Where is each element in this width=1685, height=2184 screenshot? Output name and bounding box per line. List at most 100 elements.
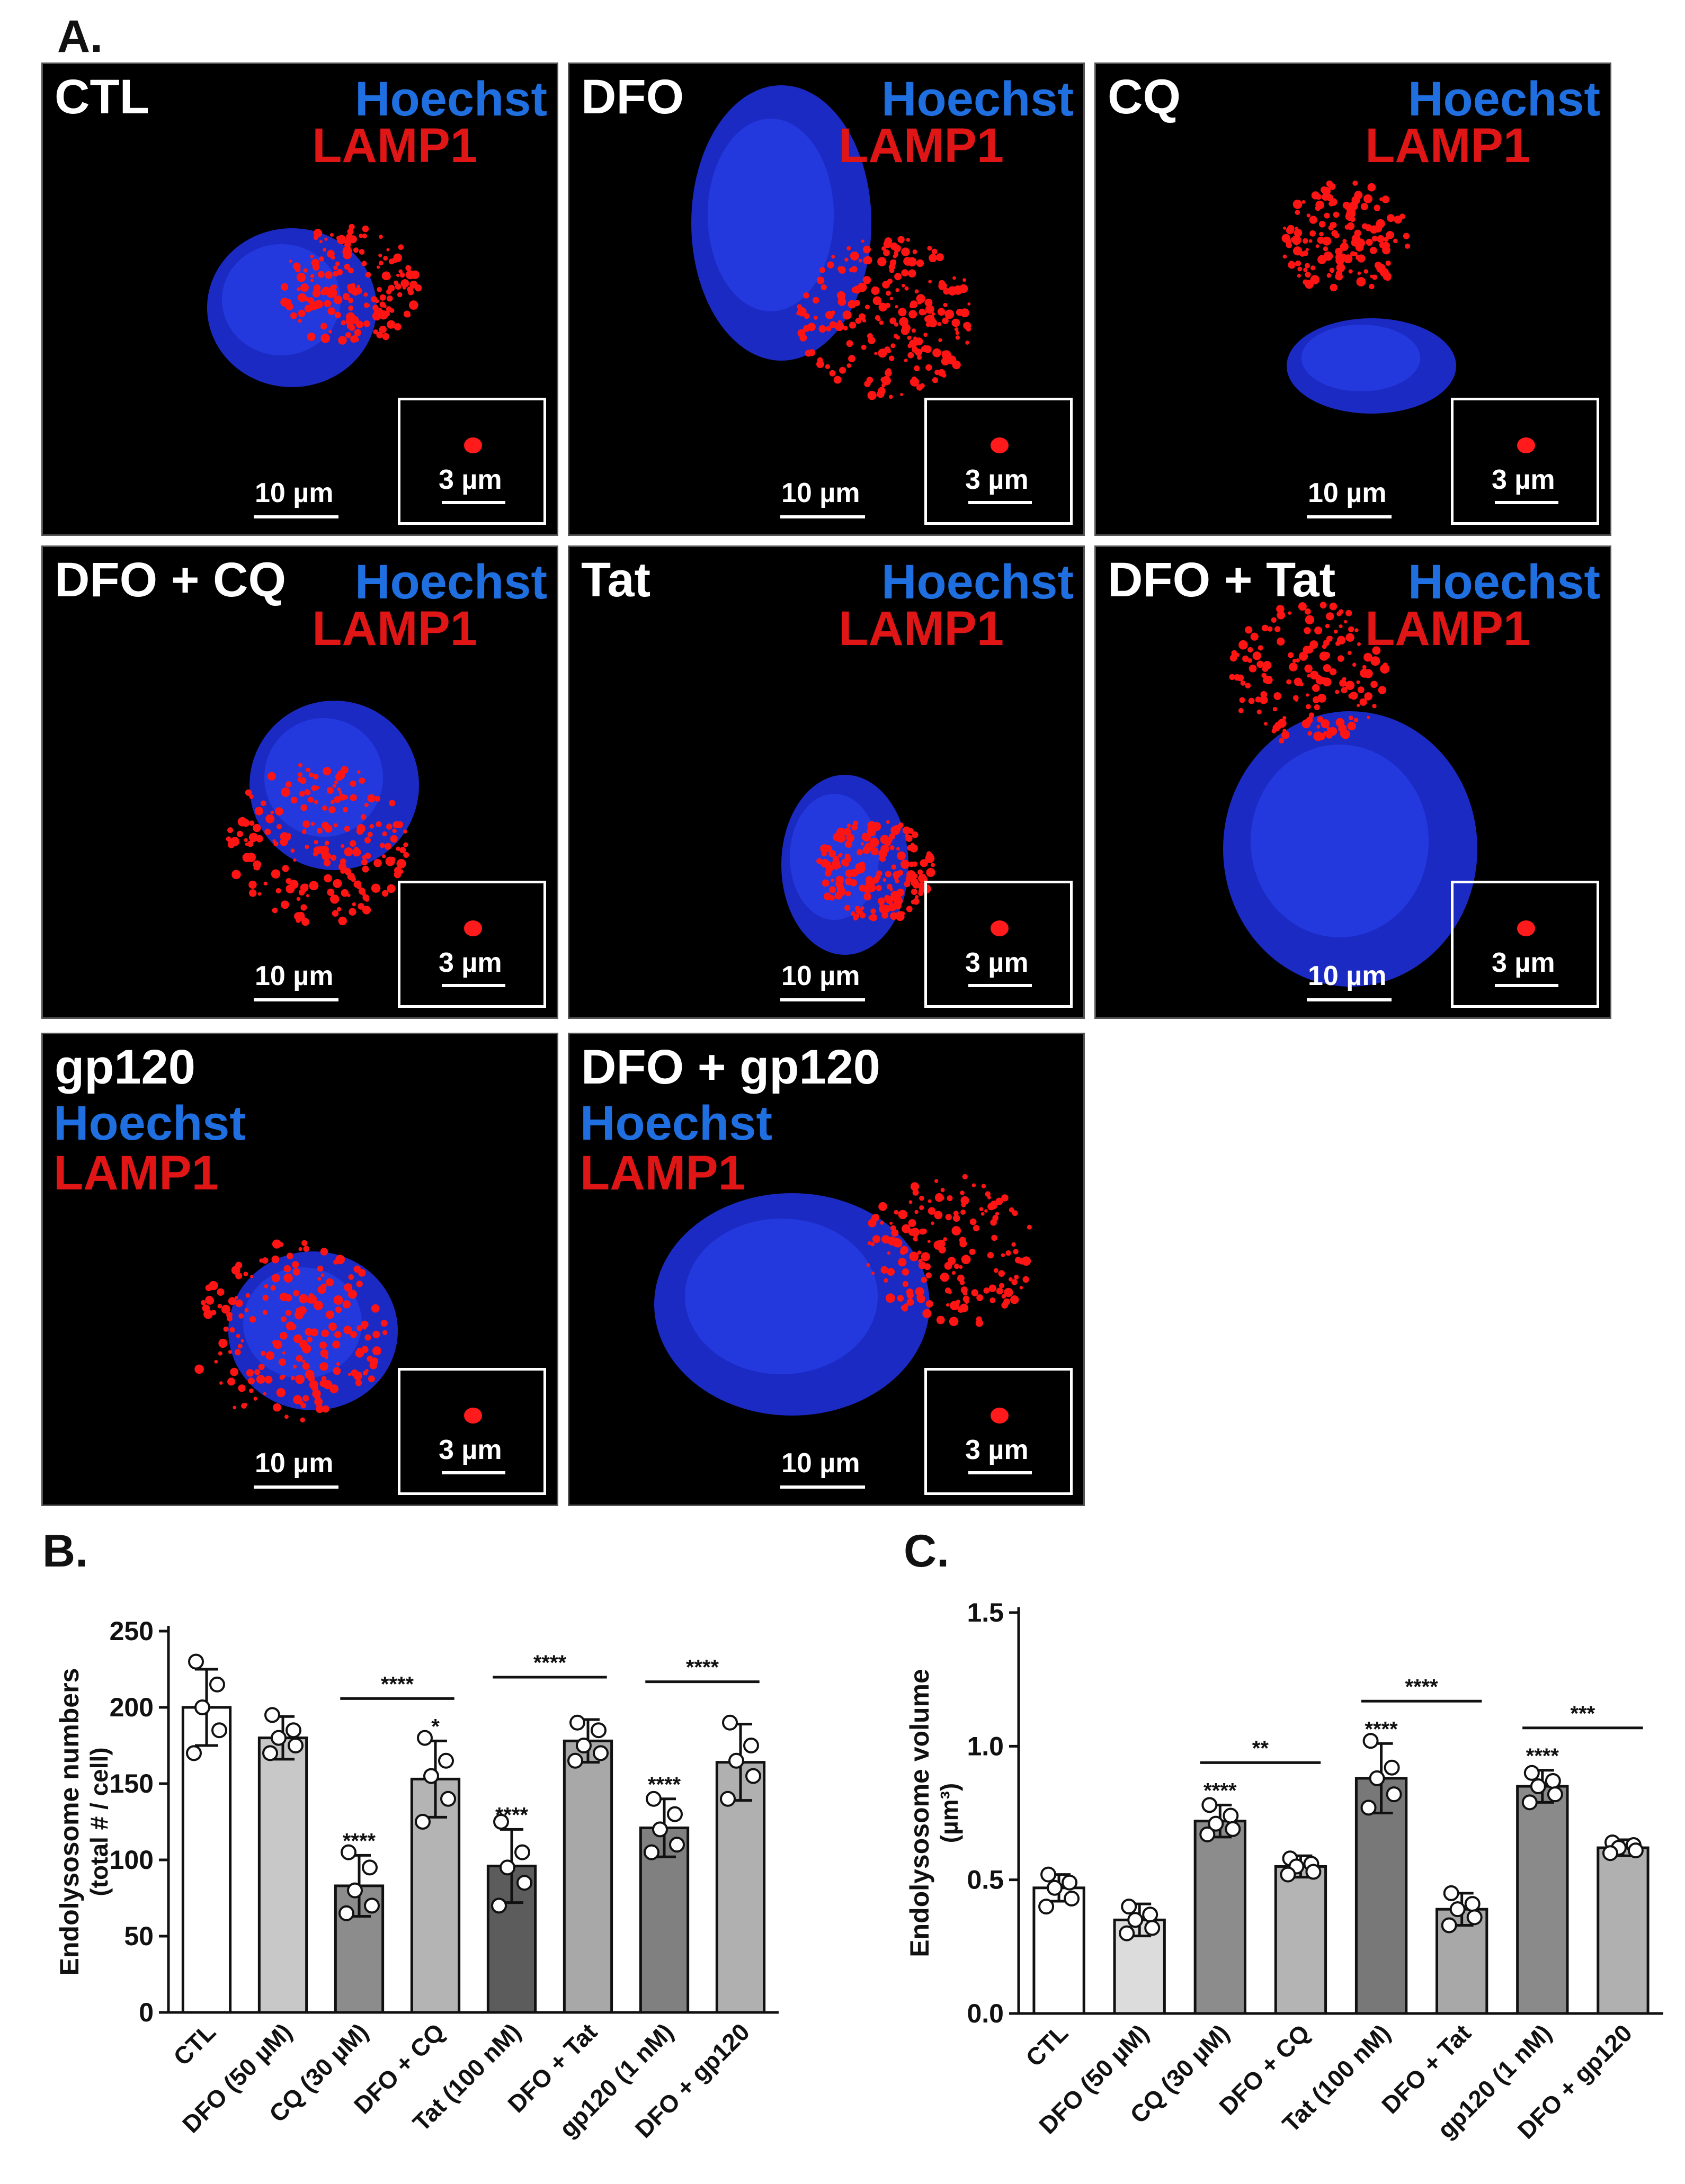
data-point — [1530, 1778, 1546, 1795]
lysosome-dot — [885, 871, 891, 878]
lysosome-dot — [902, 284, 905, 288]
data-point — [1386, 1786, 1402, 1803]
lysosome-dot — [365, 272, 371, 278]
lysosome-dot — [348, 1274, 354, 1280]
lysosome-dot — [317, 1265, 324, 1272]
inset-scale-label: 3 µm — [965, 464, 1029, 495]
lysosome-dot — [1352, 180, 1358, 186]
lysosome-dot — [887, 1237, 897, 1246]
data-point — [646, 1791, 662, 1807]
lysosome-dot — [343, 293, 346, 298]
main-scale-bar — [254, 1485, 338, 1489]
micrograph-title: DFO + gp120 — [581, 1040, 880, 1094]
data-point — [569, 1714, 585, 1731]
data-point — [491, 1897, 507, 1914]
lysosome-dot — [898, 308, 907, 317]
lysosome-dot — [884, 894, 890, 901]
lysosome-dot — [1290, 237, 1296, 242]
lysosome-dot — [1357, 642, 1361, 646]
lysosome-dot — [846, 363, 852, 368]
lysosome-dot — [987, 1195, 991, 1200]
lysosome-dot — [1345, 681, 1355, 690]
lysosome-dot — [243, 1272, 248, 1276]
lysosome-dot — [293, 858, 297, 862]
lysosome-dot — [361, 261, 367, 266]
lysosome-dot — [326, 787, 334, 794]
lysosome-dot — [817, 357, 823, 363]
lysosome-dot — [314, 840, 318, 845]
data-point — [1441, 1917, 1457, 1934]
lysosome-dot — [1001, 1253, 1005, 1257]
lysosome-dot — [860, 912, 866, 919]
lysosome-dot — [1309, 216, 1317, 224]
lysosome-dot — [367, 794, 376, 803]
lysosome-dot — [979, 1207, 984, 1212]
lysosome-dot — [904, 881, 911, 888]
lysosome-dot — [1326, 273, 1332, 278]
lysosome-dot — [907, 335, 912, 340]
lysosome-dot — [387, 320, 396, 329]
lysosome-dot — [845, 869, 853, 878]
lysosome-dot — [397, 292, 403, 298]
lysosome-dot — [256, 1375, 265, 1384]
lysosome-dot — [249, 1388, 254, 1393]
lysosome-dot — [303, 268, 308, 273]
lysosome-dot — [1340, 242, 1349, 251]
lysosome-dot — [845, 891, 851, 897]
data-point — [1047, 1879, 1063, 1896]
lysosome-dot — [344, 1283, 353, 1292]
data-point — [644, 1844, 659, 1860]
lysosome-dot — [838, 853, 842, 858]
lysosome-dot — [262, 1294, 269, 1301]
lysosome-dot — [356, 284, 360, 288]
lysosome-dot — [863, 245, 871, 254]
panel-letter-c: C. — [904, 1526, 949, 1577]
lysosome-dot — [334, 311, 341, 318]
lysosome-dot — [341, 889, 349, 897]
lysosome-dot — [344, 264, 350, 270]
lysosome-dot — [1330, 283, 1338, 292]
lysosome-dot — [1335, 273, 1343, 281]
lysosome-dot — [818, 325, 826, 333]
lysosome-dot — [839, 366, 846, 374]
lysosome-dot — [324, 859, 331, 866]
lysosome-dot — [296, 273, 306, 282]
lysosome-dot — [221, 1304, 230, 1314]
lysosome-dot — [969, 1248, 976, 1255]
lysosome-dot — [299, 777, 307, 784]
inset-scale-bar — [442, 1471, 505, 1474]
lysosome-dot — [913, 873, 918, 879]
lysosome-dot — [343, 795, 348, 800]
lysosome-dot — [359, 249, 365, 255]
lysosome-dot — [1372, 274, 1378, 280]
lysosome-dot — [334, 796, 341, 803]
lysosome-dot — [940, 1196, 944, 1201]
lysosome-dot — [1305, 280, 1314, 289]
lysosome-dot — [386, 248, 390, 252]
lysosome-dot — [325, 1310, 334, 1319]
lysosome-dot — [350, 876, 356, 882]
lysosome-dot — [227, 1377, 236, 1386]
lysosome-dot — [943, 1237, 947, 1241]
lysosome-dot — [862, 846, 871, 854]
lysosome-dot — [321, 1350, 328, 1357]
lysosome-dot — [1019, 1286, 1023, 1290]
lysosome-dot — [1367, 715, 1370, 719]
lysosome-dot — [872, 296, 882, 306]
lysosome-dot — [844, 853, 851, 860]
lysosome-dot — [362, 855, 367, 860]
lysosome-dot — [960, 1191, 965, 1195]
lysosome-dot — [334, 780, 338, 784]
lysosome-dot — [350, 335, 358, 343]
lysosome-dot — [277, 824, 282, 829]
lysosome-dot — [893, 825, 901, 833]
data-point — [423, 1768, 439, 1784]
lysosome-dot — [322, 805, 327, 811]
data-point — [1199, 1826, 1216, 1842]
lysosome-dot — [279, 1375, 284, 1380]
lysosome-dot — [350, 780, 356, 787]
lysosome-dot — [300, 904, 307, 911]
lysosome-dot — [301, 829, 307, 835]
inset-scale-bar — [968, 1471, 1032, 1474]
lysosome-dot — [1316, 724, 1321, 729]
